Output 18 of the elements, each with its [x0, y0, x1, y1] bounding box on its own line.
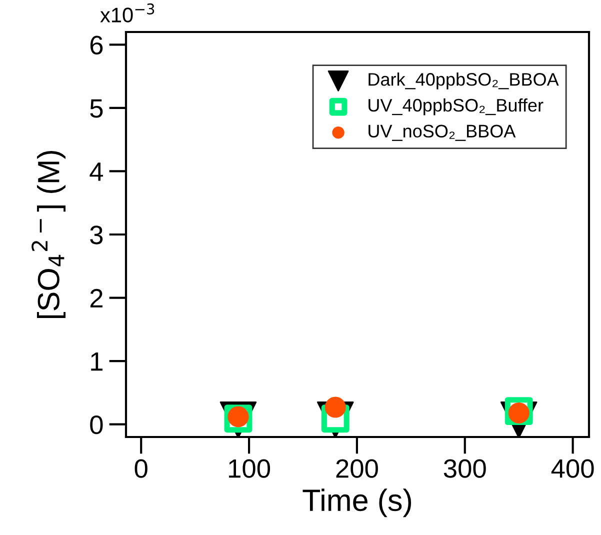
x-tick-label: 100: [229, 459, 270, 478]
y-tick-label: 4: [90, 162, 104, 181]
y-tick-label: 0: [90, 415, 103, 434]
y-tick-label: 6: [90, 36, 103, 54]
text: x10$^{−3}$: [100, 3, 154, 22]
y-tick-label: 2: [90, 288, 102, 308]
x-tick-label: 0: [134, 459, 148, 478]
legend-label: Dark_40ppbSO₂_BBOA: [368, 72, 559, 90]
y-tick-label: 1: [91, 352, 102, 371]
x-tick-label: 400: [551, 459, 594, 478]
legend-label: UV_40ppbSO₂_Buffer: [368, 98, 544, 116]
legend-label: UV_noSO₂_BBOA: [368, 124, 516, 141]
x-tick-label: 200: [336, 459, 378, 478]
y-tick-label: 3: [90, 226, 103, 244]
x-tick-label: 300: [444, 459, 486, 478]
x-axis-title: Time (s): [302, 488, 412, 518]
y-tick-label: 5: [90, 99, 103, 118]
y-axis-title: [SO$_{4}$$^{2−}$] (M): [32, 150, 66, 318]
